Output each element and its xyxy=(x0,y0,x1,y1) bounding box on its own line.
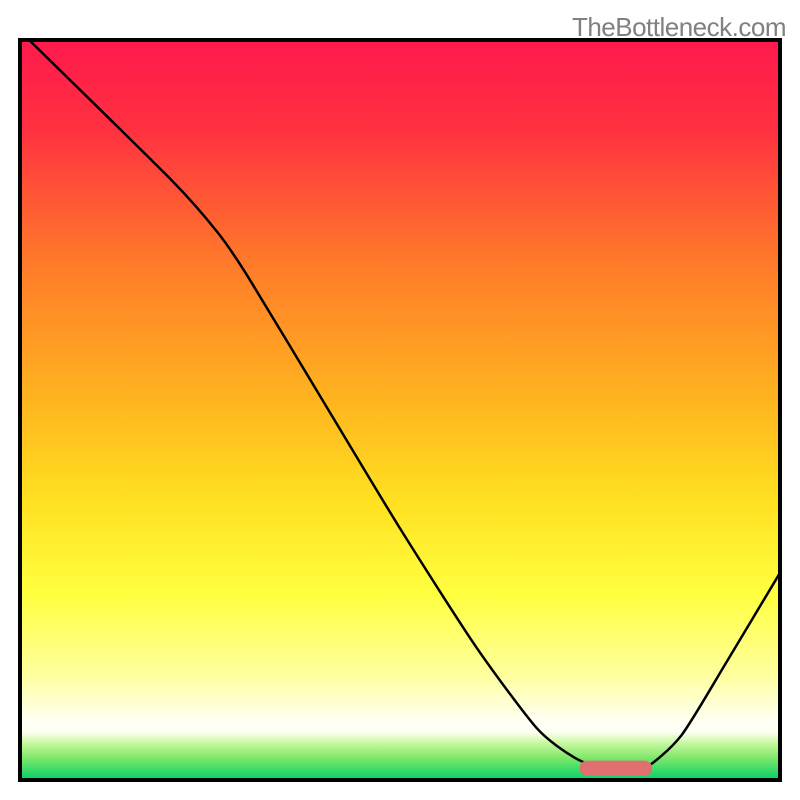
chart-container: TheBottleneck.com xyxy=(0,0,800,800)
gradient-background xyxy=(20,40,780,780)
chart-svg xyxy=(0,0,800,800)
